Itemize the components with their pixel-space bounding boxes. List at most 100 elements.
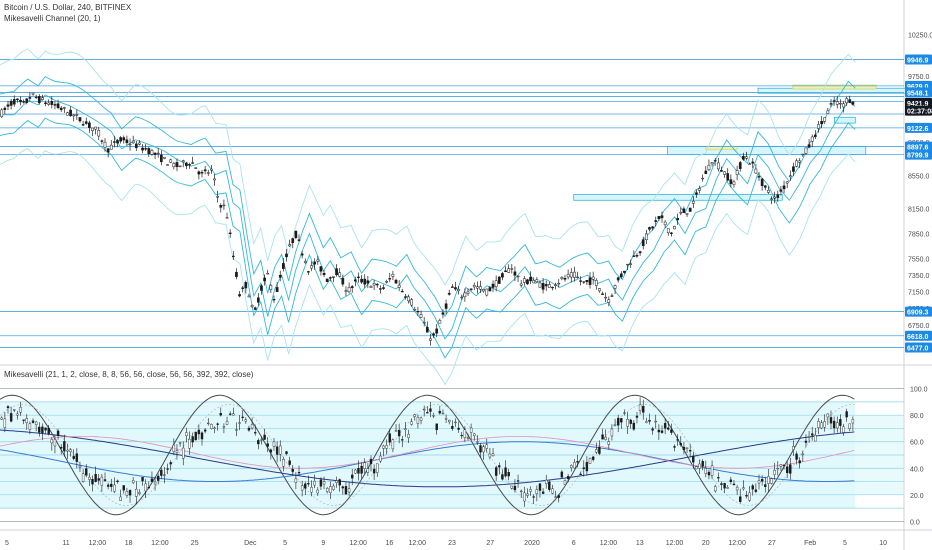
price-tag-label: 8799.9 [907,153,929,160]
oscillator-candle-body [103,479,107,481]
candle-body [194,167,198,169]
candle-body [203,169,207,172]
candle-body [701,177,705,180]
oscillator-candle-body [66,449,69,452]
candle-body [641,239,645,247]
candle-body [260,285,263,291]
candle-body [447,292,451,295]
oscillator-candle-body [91,479,94,485]
oscillator-candle-body [47,427,50,434]
candle-body [751,161,755,164]
oscillator-candle-body [651,428,654,431]
oscillator-candle-body [623,412,626,414]
oscillator-candle-body [422,408,426,411]
oscillator-axis[interactable]: 100.0 80.0 60.0 40.0 20.0 0.0 [910,387,928,527]
zone-rect-4[interactable] [573,194,783,201]
oscillator-tick-label: 100.0 [910,387,928,394]
candle-body [738,162,742,169]
candle-body [388,278,392,280]
candle-body [338,272,342,277]
oscillator-candle-body [325,488,329,492]
oscillator-candle-body [479,445,482,453]
candle-body [438,320,442,324]
oscillator-candle-body [207,422,210,425]
oscillator-candle-body [300,485,304,491]
oscillator-candle-body [570,465,573,468]
channel-indicator-label: Mikesavelli Channel (20, 1) [4,14,101,23]
price-pane[interactable] [0,48,915,386]
oscillator-candle-body [745,495,748,497]
oscillator-candle-body [313,480,316,486]
oscillator-trend-navy[interactable] [0,429,855,488]
oscillator-candle-body [304,483,307,489]
oscillator-candle-body [372,468,376,474]
candle-body [491,283,495,288]
candle-body [560,276,564,279]
oscillator-candle-body [150,478,154,482]
candle-body [3,107,7,110]
channel-midline[interactable] [0,94,856,340]
time-tick-label: 16 [386,540,394,547]
candle-body [723,171,726,175]
oscillator-candle-body [213,427,216,429]
candle-body [404,296,407,298]
candle-body [37,96,41,103]
candle-body [197,171,201,175]
price-tag-label: 9629.0 [907,84,929,91]
oscillator-candle-body [247,427,251,431]
oscillator-candle-body [282,459,285,467]
oscillator-candle-body [494,467,498,476]
oscillator-slow-curve[interactable] [0,394,855,516]
oscillator-candle-body [519,490,523,493]
channel-outer-lower[interactable] [0,147,856,386]
oscillator-candle-body [538,483,542,491]
oscillator-candle-body [469,427,473,433]
oscillator-candle-body [654,420,657,423]
price-tick-label: 6750.0 [908,323,930,330]
zone-rect-1[interactable] [792,84,877,90]
candle-body [519,283,523,286]
candle-body [206,172,210,174]
candle-body [410,299,414,306]
candle-body [294,230,298,239]
oscillator-candle-body [845,411,848,418]
candle-body [125,139,129,144]
oscillator-tick-label: 0.0 [910,519,920,526]
candle-body [760,178,764,187]
price-tag-bg [905,330,932,341]
oscillator-pane[interactable] [0,388,904,522]
candle-body [291,238,295,243]
candle-body [501,273,504,278]
channel-outer-upper[interactable] [0,48,856,286]
oscillator-candle-body [435,423,438,431]
candle-body [72,114,76,117]
price-tag-label: 6909.3 [907,310,929,317]
oscillator-candle-body [88,477,91,480]
zone-rect-5[interactable] [834,116,856,124]
candle-body [450,286,454,288]
candle-body [610,295,614,297]
oscillator-candle-body [529,489,532,492]
oscillator-candle-body [100,476,104,486]
oscillator-candle-body [817,421,820,428]
price-axis[interactable]: 10250.09750.09350.08950.08550.08150.0785… [905,32,932,353]
candle-body [375,283,379,286]
candle-body [566,274,570,278]
candle-body [247,295,251,298]
zone-rect-2[interactable] [667,145,867,156]
candle-body [400,290,404,293]
candle-body [394,279,398,284]
candle-body [278,274,282,278]
candle-body [16,98,19,101]
candles[interactable] [0,91,855,346]
oscillator-candle-body [676,439,679,441]
candle-body [269,285,273,290]
oscillator-candle-body [22,419,25,421]
channel-inner-upper[interactable] [0,76,856,318]
oscillator-candle-body [394,430,398,432]
candle-body [41,97,44,100]
candle-body [801,153,805,156]
oscillator-candle-body [767,476,770,484]
time-axis[interactable]: 5 11 12:00 18 12:00 25 Dec 5 9 12:00 16 12:00 23 27 20… [5,540,887,547]
